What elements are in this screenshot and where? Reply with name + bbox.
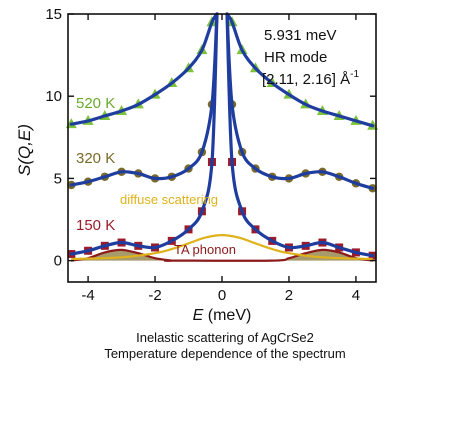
y-tick-label: 15 [45,6,62,23]
x-axis-symbol: E [193,307,204,324]
fit-line-320K [69,12,219,187]
fit-line-520K [69,12,219,126]
annotation-q-range: [2.11, 2.16] Å-1 [262,69,359,88]
y-tick-label: 5 [54,170,62,187]
q-range-text: [2.11, 2.16] Å [262,71,350,88]
y-tick-label: 0 [54,253,62,270]
series-label-diffuse: diffuse scattering [120,192,218,207]
diffuse-scattering-line [71,233,373,261]
ta-phonon-line [71,248,373,262]
caption-line-1: Inelastic scattering of AgCrSe2 [136,330,314,345]
fit-line-320K [225,12,375,190]
series-label-320K: 320 K [76,150,115,167]
caption-line-2: Temperature dependence of the spectrum [104,346,346,361]
y-tick-label: 10 [45,88,62,105]
x-tick-label: -4 [81,287,94,304]
fit-line-150K [69,12,219,256]
x-axis-label: E (meV) [193,307,252,324]
series-label-520K: 520 K [76,95,115,112]
plot-area [68,14,376,282]
y-axis-label: S(Q,E) [15,124,34,176]
fit-line-150K [225,12,375,258]
series-label-150K: 150 K [76,217,115,234]
q-unit-exponent: -1 [350,69,359,80]
series-label-ta-phonon: TA phonon [174,242,236,257]
annotation-energy: 5.931 meV [264,27,337,44]
x-axis-unit: (meV) [203,307,251,324]
fit-line-520K [225,12,375,128]
chart-figure: -4 -2 0 2 4 0 5 10 15 5.931 meV HR mode [2.11, 2… [15,6,379,324]
x-tick-label: -2 [148,287,161,304]
ta-phonon-fill [71,249,373,261]
x-tick-label: 4 [352,287,360,304]
annotation-mode: HR mode [264,49,327,66]
x-tick-label: 0 [218,287,226,304]
x-tick-label: 2 [285,287,293,304]
